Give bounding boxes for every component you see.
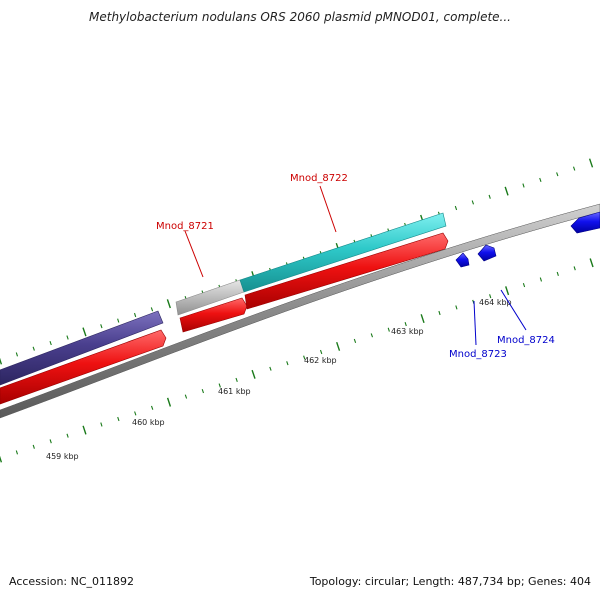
genome-backbone — [0, 203, 600, 419]
scale-tick — [353, 338, 357, 343]
cog-track — [0, 212, 447, 386]
outer-tick — [454, 205, 458, 211]
outer-tick — [588, 158, 594, 168]
gene-label-mnod-8722[interactable]: Mnod_8722 — [290, 173, 348, 184]
outer-tick — [504, 186, 509, 196]
reverse-gene-arrow[interactable] — [477, 244, 497, 262]
gene-label-mnod-8721[interactable]: Mnod_8721 — [156, 221, 214, 232]
outer-tick — [539, 177, 542, 182]
scale-tick — [32, 444, 35, 449]
scale-tick — [387, 327, 390, 332]
gene-label-mnod-8724[interactable]: Mnod_8724 — [497, 335, 555, 346]
leader-line — [473, 300, 477, 346]
scale-tick — [218, 383, 221, 388]
accession-text: Accession: NC_011892 — [9, 575, 135, 588]
scale-label: 460 kbp — [132, 418, 165, 427]
cog-bar-purple[interactable] — [0, 310, 164, 386]
scale-tick — [404, 322, 407, 327]
forward-gene-arrow[interactable] — [179, 297, 248, 333]
scale-tick — [438, 310, 441, 316]
scale-tick — [420, 314, 425, 324]
label-leaders — [184, 185, 527, 346]
outer-tick — [66, 335, 69, 340]
topology-summary: Topology: circular; Length: 487,734 bp; … — [309, 575, 591, 588]
scale-tick — [556, 271, 559, 276]
outer-tick — [100, 324, 103, 329]
scale-label: 461 kbp — [218, 387, 251, 396]
scale-tick — [573, 266, 576, 271]
scale-tick — [201, 389, 205, 394]
scale-tick — [134, 411, 137, 416]
scale-tick — [251, 369, 256, 379]
reverse-gene-arrow[interactable] — [455, 252, 470, 268]
scale-label: 463 kbp — [391, 327, 424, 336]
scale-labels: 459 kbp 460 kbp 461 kbp 462 kbp 463 kbp … — [46, 298, 512, 461]
scale-tick — [336, 341, 341, 351]
scale-tick — [82, 425, 87, 435]
cog-bar-cyan[interactable] — [239, 212, 447, 293]
outer-tick — [82, 327, 87, 337]
map-title: Methylobacterium nodulans ORS 2060 plasm… — [89, 10, 511, 24]
outer-tick — [0, 357, 3, 365]
scale-tick — [319, 349, 323, 355]
scale-label: 459 kbp — [46, 452, 79, 461]
outer-tick — [150, 307, 154, 312]
scale-tick — [166, 397, 172, 407]
scale-tick — [370, 333, 374, 338]
outer-tick — [133, 312, 137, 318]
reverse-genes-track — [455, 211, 600, 268]
reverse-gene-arrow[interactable] — [570, 211, 600, 234]
scale-tick — [49, 439, 52, 444]
outer-tick — [572, 166, 576, 171]
scale-tick — [505, 286, 510, 296]
scale-tick — [66, 433, 69, 438]
scale-tick — [235, 377, 238, 382]
gene-label-mnod-8723[interactable]: Mnod_8723 — [449, 349, 507, 360]
scale-tick — [0, 455, 3, 463]
scale-tick — [522, 283, 526, 288]
scale-tick — [589, 258, 594, 268]
outer-tick — [522, 183, 525, 188]
scale-label: 464 kbp — [479, 298, 512, 307]
forward-genes-track — [0, 232, 449, 405]
scale-tick — [286, 361, 289, 366]
gene-labels: Mnod_8721 Mnod_8722 Mnod_8723 Mnod_8724 — [156, 173, 555, 360]
outer-tick — [166, 299, 171, 309]
scale-tick — [100, 422, 103, 427]
scale-tick — [269, 366, 272, 371]
outer-tick — [556, 172, 559, 177]
leader-line — [319, 185, 337, 233]
scale-tick — [303, 355, 306, 360]
scale-tick — [489, 294, 492, 299]
outer-tick — [32, 346, 35, 351]
outer-tick — [488, 194, 491, 199]
forward-gene-arrow[interactable] — [244, 232, 449, 310]
leader-line — [500, 289, 527, 331]
forward-gene-arrow[interactable] — [0, 329, 167, 405]
scale-tick — [184, 394, 188, 399]
scale-tick — [455, 305, 458, 310]
outer-tick — [117, 318, 120, 323]
leader-line — [184, 230, 204, 278]
scale-tick — [117, 416, 120, 422]
scale-label: 462 kbp — [304, 356, 337, 365]
outer-tick — [15, 352, 19, 357]
scale-tick — [15, 450, 19, 455]
scale-tick — [539, 277, 543, 282]
scale-tick — [150, 405, 154, 410]
outer-tick — [49, 341, 52, 346]
outer-tick — [471, 200, 475, 205]
